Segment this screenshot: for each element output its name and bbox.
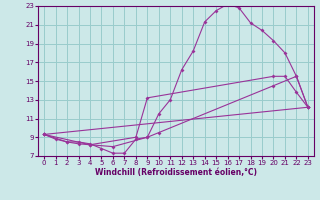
X-axis label: Windchill (Refroidissement éolien,°C): Windchill (Refroidissement éolien,°C) xyxy=(95,168,257,177)
